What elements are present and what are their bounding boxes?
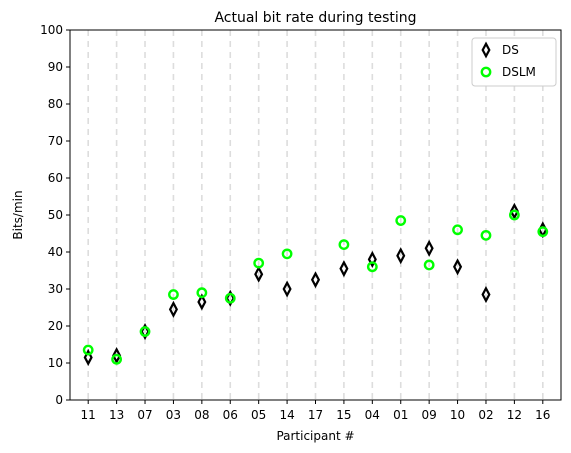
dslm-point-02 — [480, 229, 492, 241]
dslm-point-04 — [366, 261, 378, 273]
x-axis: 11 13 07 03 08 06 05 14 17 15 04 01 09 10 02 12 16 — [81, 400, 550, 422]
legend-ds-marker — [481, 41, 491, 59]
x-tick-label: 13 — [109, 408, 124, 422]
dslm-point-07 — [139, 326, 151, 337]
y-tick-label: 30 — [48, 282, 63, 296]
x-tick-label: 15 — [336, 408, 351, 422]
y-tick-label: 60 — [48, 171, 63, 185]
ds-point-02 — [481, 286, 491, 304]
legend-ds-label: DS — [502, 43, 519, 57]
dslm-point-11 — [82, 344, 94, 356]
ds-point-09 — [424, 239, 434, 257]
y-axis-title: Bits/min — [11, 190, 25, 239]
dslm-point-06 — [224, 292, 236, 304]
x-axis-title: Participant # — [276, 429, 354, 443]
ds-point-11 — [83, 348, 93, 366]
ds-point-17 — [310, 271, 321, 289]
dslm-point-15 — [338, 239, 350, 251]
ds-point-08 — [197, 293, 207, 311]
dslm-point-03 — [168, 289, 179, 300]
y-tick-label: 80 — [48, 97, 63, 111]
x-tick-label: 14 — [279, 408, 294, 422]
x-tick-label: 09 — [422, 408, 437, 422]
ds-point-06 — [225, 289, 235, 307]
ds-point-04 — [367, 250, 377, 268]
y-tick-label: 100 — [40, 23, 63, 37]
dslm-point-13 — [111, 353, 123, 365]
x-tick-label: 02 — [478, 408, 493, 422]
legend-box — [471, 37, 557, 87]
y-tick-label: 70 — [48, 134, 63, 148]
y-axis: 0 10 20 30 40 50 60 70 80 90 100 — [40, 23, 70, 407]
legend-dslm-marker — [480, 66, 492, 78]
y-tick-label: 90 — [48, 60, 63, 74]
ds-point-01 — [396, 247, 406, 265]
y-tick-label: 10 — [48, 356, 63, 370]
ds-point-07 — [140, 323, 150, 341]
legend: DS DSLM — [471, 37, 557, 87]
dslm-point-09 — [423, 259, 435, 271]
x-tick-label: 05 — [251, 408, 266, 422]
y-tick-label: 50 — [48, 208, 63, 222]
x-tick-label: 04 — [365, 408, 380, 422]
x-tick-label: 01 — [393, 408, 408, 422]
dslm-point-01 — [395, 215, 407, 226]
x-tick-label: 03 — [166, 408, 181, 422]
ds-point-05 — [254, 265, 264, 283]
dslm-point-05 — [253, 257, 265, 269]
dslm-point-12 — [508, 209, 520, 221]
x-tick-label: 17 — [308, 408, 323, 422]
legend-dslm-label: DSLM — [502, 65, 536, 79]
dslm-point-14 — [281, 248, 293, 260]
x-tick-label: 06 — [223, 408, 238, 422]
x-tick-label: 07 — [137, 408, 152, 422]
ds-point-15 — [339, 260, 349, 278]
dslm-point-16 — [537, 226, 549, 238]
ds-point-14 — [282, 280, 292, 298]
ds-point-12 — [509, 202, 519, 220]
y-tick-label: 0 — [55, 393, 63, 407]
chart-title: Actual bit rate during testing — [214, 10, 416, 26]
x-tick-label: 12 — [507, 408, 522, 422]
dslm-point-08 — [196, 287, 208, 299]
data-marks — [82, 202, 549, 366]
ds-point-03 — [168, 300, 178, 318]
x-tick-label: 11 — [81, 408, 96, 422]
ds-point-13 — [112, 347, 122, 365]
dslm-point-10 — [452, 224, 463, 236]
x-tick-label: 16 — [535, 408, 550, 422]
x-tick-label: 10 — [450, 408, 465, 422]
y-tick-label: 20 — [48, 319, 63, 333]
y-tick-label: 40 — [48, 245, 63, 259]
x-tick-label: 08 — [194, 408, 209, 422]
ds-point-10 — [453, 258, 463, 276]
